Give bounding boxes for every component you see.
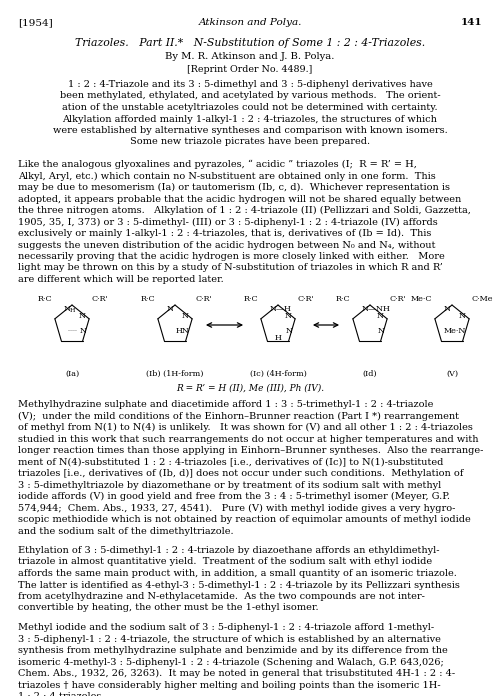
Text: been methylated, ethylated, and acetylated by various methods.   The orient-: been methylated, ethylated, and acetylat…: [60, 91, 440, 100]
Text: The latter is identified as 4-ethyl-3 : 5-dimethyl-1 : 2 : 4-triazole by its Pel: The latter is identified as 4-ethyl-3 : …: [18, 580, 460, 590]
Text: ·····: ·····: [67, 329, 77, 333]
Text: H: H: [274, 334, 281, 342]
Text: C·R': C·R': [92, 295, 109, 303]
Text: necessarily proving that the acidic hydrogen is more closely linked with either.: necessarily proving that the acidic hydr…: [18, 252, 445, 261]
Text: C·R': C·R': [390, 295, 407, 303]
Text: [1954]: [1954]: [18, 18, 53, 27]
Text: ation of the unstable acetyltriazoles could not be determined with certainty.: ation of the unstable acetyltriazoles co…: [62, 103, 438, 112]
Text: Atkinson and Polya.: Atkinson and Polya.: [198, 18, 302, 27]
Text: N: N: [285, 312, 292, 320]
Text: may be due to mesomerism (Ia) or tautomerism (Ib, c, d).  Whichever representati: may be due to mesomerism (Ia) or tautome…: [18, 183, 450, 192]
Text: H: H: [70, 308, 74, 313]
Text: Alkyl, Aryl, etc.) which contain no N-substituent are obtained only in one form.: Alkyl, Aryl, etc.) which contain no N-su…: [18, 171, 436, 181]
Text: Chem. Abs., 1932, 26, 3263).  It may be noted in general that trisubstituted 4H-: Chem. Abs., 1932, 26, 3263). It may be n…: [18, 669, 455, 678]
Text: (Ic) (4H-form): (Ic) (4H-form): [250, 370, 306, 378]
Text: suggests the uneven distribution of the acidic hydrogen between N₀ and N₄, witho: suggests the uneven distribution of the …: [18, 241, 436, 249]
Text: 141: 141: [460, 18, 482, 27]
Text: 3 : 5-diphenyl-1 : 2 : 4-triazole, the structure of which is established by an a: 3 : 5-diphenyl-1 : 2 : 4-triazole, the s…: [18, 635, 441, 644]
Text: N: N: [459, 312, 466, 320]
Text: (V);  under the mild conditions of the Einhorn–Brunner reaction (Part I *) rearr: (V); under the mild conditions of the Ei…: [18, 411, 459, 420]
Text: Like the analogous glyoxalines and pyrazoles, “ acidic ” triazoles (I;  R = R’ =: Like the analogous glyoxalines and pyraz…: [18, 160, 417, 169]
Text: (Id): (Id): [362, 370, 378, 378]
Text: N: N: [166, 305, 173, 313]
Text: N—NH: N—NH: [362, 305, 390, 313]
Text: isomeric 4-methyl-3 : 5-diphenyl-1 : 2 : 4-triazole (Schening and Walach, G.P. 6: isomeric 4-methyl-3 : 5-diphenyl-1 : 2 :…: [18, 658, 444, 667]
Text: are different which will be reported later.: are different which will be reported lat…: [18, 275, 224, 284]
Text: N—H: N—H: [270, 305, 291, 313]
Text: C·R': C·R': [298, 295, 315, 303]
Text: R·C: R·C: [336, 295, 350, 303]
Text: R = R’ = H (II), Me (III), Ph (IV).: R = R’ = H (II), Me (III), Ph (IV).: [176, 384, 324, 393]
Text: N: N: [80, 327, 87, 335]
Text: light may be thrown on this by a study of N-substitution of triazoles in which R: light may be thrown on this by a study o…: [18, 264, 443, 273]
Text: studied in this work that such rearrangements do not occur at higher temperature: studied in this work that such rearrange…: [18, 434, 478, 443]
Text: Alkylation afforded mainly 1-alkyl-1 : 2 : 4-triazoles, the structures of which: Alkylation afforded mainly 1-alkyl-1 : 2…: [62, 115, 438, 123]
Text: Methylhydrazine sulphate and diacetimide afford 1 : 3 : 5-trimethyl-1 : 2 : 4-tr: Methylhydrazine sulphate and diacetimide…: [18, 400, 434, 409]
Text: N: N: [286, 327, 293, 335]
Text: 1 : 2 : 4-triazoles.: 1 : 2 : 4-triazoles.: [18, 692, 104, 696]
Text: Methyl iodide and the sodium salt of 3 : 5-diphenyl-1 : 2 : 4-triazole afford 1-: Methyl iodide and the sodium salt of 3 :…: [18, 623, 434, 632]
Text: the three nitrogen atoms.   Alkylation of 1 : 2 : 4-triazole (II) (Pellizzari an: the three nitrogen atoms. Alkylation of …: [18, 206, 471, 215]
Text: (V): (V): [446, 370, 458, 378]
Text: ment of N(4)-substituted 1 : 2 : 4-triazoles [i.e., derivatives of (Ic)] to N(1): ment of N(4)-substituted 1 : 2 : 4-triaz…: [18, 457, 444, 466]
Text: R·C: R·C: [38, 295, 52, 303]
Text: exclusively or mainly 1-alkyl-1 : 2 : 4-triazoles, that is, derivatives of (Ib =: exclusively or mainly 1-alkyl-1 : 2 : 4-…: [18, 229, 432, 238]
Text: N: N: [79, 312, 86, 320]
Text: affords the same main product with, in addition, a small quantity of an isomeric: affords the same main product with, in a…: [18, 569, 457, 578]
Text: HN: HN: [175, 327, 189, 335]
Text: (Ia): (Ia): [65, 370, 79, 378]
Text: convertible by heating, the other must be the 1-ethyl isomer.: convertible by heating, the other must b…: [18, 603, 318, 612]
Text: By M. R. Atkinson and J. B. Polya.: By M. R. Atkinson and J. B. Polya.: [166, 52, 334, 61]
Text: 1 : 2 : 4-Triazole and its 3 : 5-dimethyl and 3 : 5-diphenyl derivatives have: 1 : 2 : 4-Triazole and its 3 : 5-dimethy…: [68, 80, 432, 89]
Text: synthesis from methylhydrazine sulphate and benzimide and by its difference from: synthesis from methylhydrazine sulphate …: [18, 646, 448, 655]
Text: were established by alternative syntheses and comparison with known isomers.: were established by alternative synthese…: [52, 126, 448, 135]
Text: iodide affords (V) in good yield and free from the 3 : 4 : 5-trimethyl isomer (M: iodide affords (V) in good yield and fre…: [18, 492, 450, 501]
Text: N: N: [182, 312, 189, 320]
Text: longer reaction times than those applying in Einhorn–Brunner syntheses.  Also th: longer reaction times than those applyin…: [18, 446, 483, 455]
Text: R·C: R·C: [244, 295, 258, 303]
Text: N: N: [444, 305, 450, 313]
Text: scopic methiodide which is not obtained by reaction of equimolar amounts of meth: scopic methiodide which is not obtained …: [18, 515, 471, 524]
Text: N: N: [378, 327, 385, 335]
Text: Some new triazole picrates have been prepared.: Some new triazole picrates have been pre…: [130, 138, 370, 146]
Text: (Ib) (1H-form): (Ib) (1H-form): [146, 370, 204, 378]
Text: C·R': C·R': [195, 295, 212, 303]
Text: Me·C: Me·C: [410, 295, 432, 303]
Text: C·Me: C·Me: [472, 295, 494, 303]
Text: 3 : 5-dimethyltriazole by diazomethane or by treatment of its sodium salt with m: 3 : 5-dimethyltriazole by diazomethane o…: [18, 480, 442, 489]
Text: and the sodium salt of the dimethyltriazole.: and the sodium salt of the dimethyltriaz…: [18, 526, 234, 535]
Text: Triazoles.   Part II.*   N-Substitution of Some 1 : 2 : 4-Triazoles.: Triazoles. Part II.* N-Substitution of S…: [75, 38, 425, 48]
Text: triazole in almost quantitative yield.  Treatment of the sodium salt with ethyl : triazole in almost quantitative yield. T…: [18, 557, 432, 567]
Text: Me·N: Me·N: [444, 327, 466, 335]
Text: N: N: [377, 312, 384, 320]
Text: N: N: [64, 305, 70, 313]
Text: of methyl from N(1) to N(4) is unlikely.   It was shown for (V) and all other 1 : of methyl from N(1) to N(4) is unlikely.…: [18, 423, 473, 432]
Text: adopted, it appears probable that the acidic hydrogen will not be shared equally: adopted, it appears probable that the ac…: [18, 194, 461, 203]
Text: R·C: R·C: [140, 295, 155, 303]
Text: from acetylhydrazine and N-ethylacetamide.  As the two compounds are not inter-: from acetylhydrazine and N-ethylacetamid…: [18, 592, 425, 601]
Text: 574,944;  Chem. Abs., 1933, 27, 4541).   Pure (V) with methyl iodide gives a ver: 574,944; Chem. Abs., 1933, 27, 4541). Pu…: [18, 503, 456, 513]
Text: triazoles [i.e., derivatives of (Ib, d)] does not occur under such conditions.  : triazoles [i.e., derivatives of (Ib, d)]…: [18, 469, 464, 478]
Text: 1905, 35, I, 373) or 3 : 5-dimethyl- (III) or 3 : 5-diphenyl-1 : 2 : 4-triazole : 1905, 35, I, 373) or 3 : 5-dimethyl- (II…: [18, 217, 438, 227]
Text: Ethylation of 3 : 5-dimethyl-1 : 2 : 4-triazole by diazoethane affords an ethyld: Ethylation of 3 : 5-dimethyl-1 : 2 : 4-t…: [18, 546, 440, 555]
Text: triazoles † have considerably higher melting and boiling points than the isomeri: triazoles † have considerably higher mel…: [18, 681, 440, 690]
Text: [Reprint Order No. 4489.]: [Reprint Order No. 4489.]: [188, 65, 312, 74]
